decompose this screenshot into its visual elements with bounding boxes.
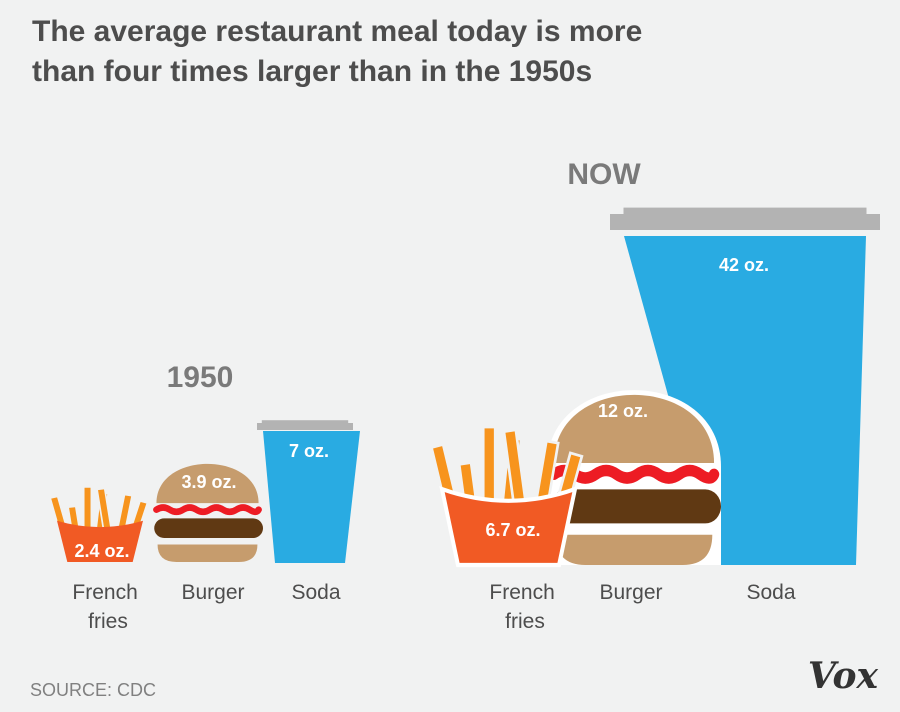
fries-container [439, 485, 578, 568]
ketchup [153, 504, 262, 516]
fries-now [429, 425, 584, 568]
value-label-burger-now: 12 oz. [598, 401, 648, 421]
top-bun [553, 394, 715, 463]
top-bun [156, 463, 259, 504]
soda-cup [263, 431, 360, 563]
label-line: French [72, 581, 137, 604]
category-label-soda-1950: Soda [291, 581, 340, 604]
title-line-1: The average restaurant meal today is mor… [32, 15, 643, 48]
value-label-soda-1950: 7 oz. [289, 441, 329, 461]
category-label-burger-now: Burger [599, 581, 662, 604]
value-label-burger-1950: 3.9 oz. [181, 472, 236, 492]
source-note: SOURCE: CDC [30, 680, 157, 700]
cup-lid-top [623, 207, 867, 216]
burger-1950 [153, 463, 263, 562]
vox-logo: Vox [808, 655, 879, 697]
value-label-fries-1950: 2.4 oz. [74, 541, 129, 561]
cup-lid [257, 423, 353, 430]
category-label-burger-1950: Burger [181, 581, 244, 604]
ketchup [548, 464, 720, 484]
fries-1950 [49, 486, 149, 562]
label-line: fries [88, 610, 128, 633]
fries-container [57, 520, 143, 562]
soda-now [610, 207, 880, 565]
burger-now [547, 390, 721, 565]
category-label-fries-1950: French fries [72, 581, 143, 633]
bottom-bun [157, 544, 258, 562]
title-line-2: than four times larger than in the 1950s [32, 55, 593, 88]
cup-lid-top [261, 420, 349, 424]
chart-title: The average restaurant meal today is mor… [32, 12, 892, 92]
label-line: fries [505, 610, 545, 633]
category-label-fries-now: French fries [489, 581, 560, 633]
era-label-now: NOW [567, 158, 641, 191]
patty [154, 518, 263, 539]
category-label-soda-now: Soda [746, 581, 795, 604]
soda-cup [624, 236, 866, 565]
soda-1950 [257, 420, 360, 563]
cup-lid [610, 214, 880, 230]
value-label-soda-now: 42 oz. [719, 255, 769, 275]
patty [550, 489, 721, 524]
era-label-1950: 1950 [167, 361, 234, 394]
value-label-fries-now: 6.7 oz. [485, 520, 540, 540]
label-line: French [489, 581, 554, 604]
bottom-bun [555, 534, 713, 565]
